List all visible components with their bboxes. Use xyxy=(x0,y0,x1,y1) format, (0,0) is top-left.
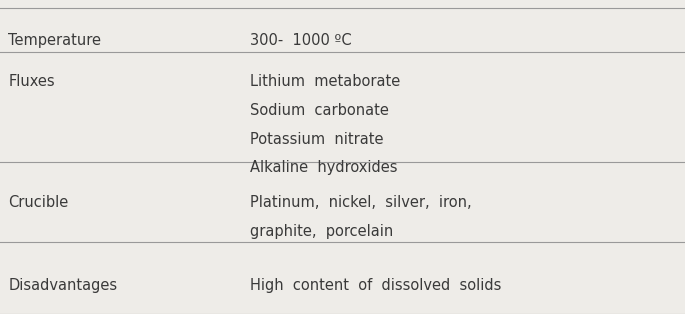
Text: Temperature: Temperature xyxy=(8,33,101,48)
Text: graphite,  porcelain: graphite, porcelain xyxy=(250,224,393,239)
Text: Crucible: Crucible xyxy=(8,195,69,210)
Text: Potassium  nitrate: Potassium nitrate xyxy=(250,132,384,147)
Text: Disadvantages: Disadvantages xyxy=(8,278,117,293)
Text: Fluxes: Fluxes xyxy=(8,74,55,89)
Text: 300-  1000 ºC: 300- 1000 ºC xyxy=(250,33,351,48)
Text: High  content  of  dissolved  solids: High content of dissolved solids xyxy=(250,278,501,293)
Text: Sodium  carbonate: Sodium carbonate xyxy=(250,103,389,118)
Text: Platinum,  nickel,  silver,  iron,: Platinum, nickel, silver, iron, xyxy=(250,195,472,210)
Text: Alkaline  hydroxides: Alkaline hydroxides xyxy=(250,160,397,176)
Text: Lithium  metaborate: Lithium metaborate xyxy=(250,74,400,89)
